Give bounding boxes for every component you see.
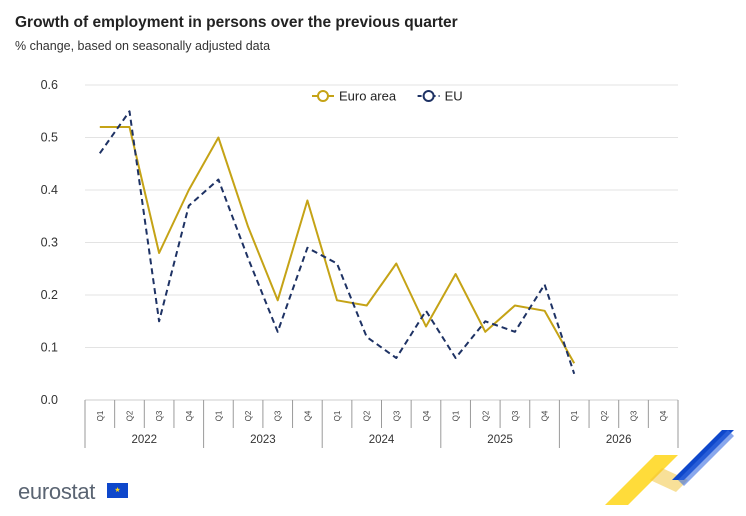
data-point (216, 135, 221, 140)
x-tick-label: Q4 (659, 410, 668, 421)
y-tick-label: 0.4 (41, 183, 58, 197)
data-point (275, 329, 280, 334)
data-point (305, 198, 310, 203)
x-tick-label: Q1 (570, 410, 579, 421)
year-label: 2024 (369, 434, 395, 446)
legend-marker (317, 90, 329, 102)
data-point (246, 224, 251, 229)
data-point (275, 298, 280, 303)
data-point (186, 188, 191, 193)
x-tick-label: Q1 (96, 410, 105, 421)
eu-flag-icon: ★ (107, 483, 128, 498)
x-tick-label: Q4 (185, 410, 194, 421)
data-point (394, 261, 399, 266)
series-line-euro-area (99, 126, 576, 364)
data-point (483, 319, 488, 324)
data-point (453, 272, 458, 277)
x-tick-label: Q2 (600, 410, 609, 421)
eurostat-logo: eurostat (18, 479, 96, 504)
eurostat-stripes-icon (605, 430, 734, 505)
x-tick-label: Q1 (452, 410, 461, 421)
x-tick-label: Q4 (303, 410, 312, 421)
data-point (157, 251, 162, 256)
x-tick-label: Q2 (363, 410, 372, 421)
data-point (157, 319, 162, 324)
data-point (394, 356, 399, 361)
legend-item[interactable]: Euro area (312, 89, 397, 104)
x-tick-label: Q3 (511, 410, 520, 421)
series-line-eu (98, 110, 576, 375)
data-point (335, 261, 340, 266)
y-tick-label: 0.1 (41, 341, 58, 355)
x-tick-label: Q4 (422, 410, 431, 421)
data-point (127, 109, 132, 114)
x-tick-label: Q3 (274, 410, 283, 421)
data-point (453, 356, 458, 361)
data-point (364, 335, 369, 340)
series-layer (97, 109, 577, 376)
y-tick-label: 0.6 (41, 78, 58, 92)
data-point (335, 298, 340, 303)
data-point (186, 203, 191, 208)
legend-marker (422, 90, 435, 102)
x-tick-label: Q4 (541, 410, 550, 421)
data-point (423, 324, 428, 329)
y-tick-label: 0.5 (41, 131, 58, 145)
y-axis: 0.0 0.1 0.2 0.3 0.4 0.5 0.6 (41, 78, 58, 407)
x-tick-label: Q3 (155, 410, 164, 421)
legend[interactable]: Euro area EU (312, 89, 463, 104)
data-point (483, 329, 488, 334)
grid-lines (85, 84, 678, 401)
y-tick-label: 0.2 (41, 288, 58, 302)
x-tick-label: Q2 (244, 410, 253, 421)
x-tick-label: Q1 (333, 410, 342, 421)
x-axis: Q1 Q2 Q3 Q4 Q1 Q2 Q3 Q4 Q1 Q2 Q3 Q4 Q1 Q2 Q3 Q4 Q1 Q2 Q3 Q4… (84, 400, 679, 448)
legend-item[interactable]: EU (417, 89, 463, 104)
data-point (512, 329, 517, 334)
x-tick-label: Q2 (125, 410, 134, 421)
data-point (364, 303, 369, 308)
data-point (572, 371, 577, 376)
x-tick-label: Q3 (392, 410, 401, 421)
data-point (216, 177, 221, 182)
y-tick-label: 0.0 (41, 393, 58, 407)
data-point (305, 245, 310, 250)
year-label: 2022 (132, 434, 158, 446)
data-point (97, 151, 102, 156)
data-point (542, 282, 547, 287)
data-point (542, 308, 547, 313)
data-point (423, 308, 428, 313)
x-tick-label: Q3 (630, 410, 639, 421)
legend-label: EU (445, 89, 463, 104)
legend-label: Euro area (339, 89, 397, 104)
year-label: 2026 (606, 434, 632, 446)
year-label: 2023 (250, 434, 276, 446)
data-point (246, 256, 251, 261)
chart-subtitle: % change, based on seasonally adjusted d… (15, 39, 271, 53)
data-point (512, 303, 517, 308)
data-point (572, 361, 577, 366)
chart-title: Growth of employment in persons over the… (15, 14, 458, 31)
x-tick-label: Q1 (214, 410, 223, 421)
y-tick-label: 0.3 (41, 236, 58, 250)
x-tick-label: Q2 (481, 410, 490, 421)
year-label: 2025 (487, 434, 513, 446)
data-point (97, 125, 102, 130)
